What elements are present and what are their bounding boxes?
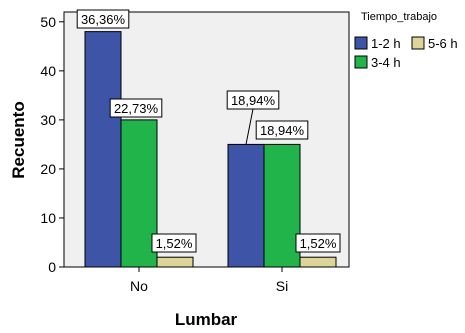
y-axis: 0 10 20 30 40 50 (40, 14, 64, 275)
data-label-no-3-4-h: 22,73% (114, 101, 159, 116)
data-label-box-no-3-4-h (109, 98, 163, 118)
y-tick-label-30: 30 (40, 112, 56, 128)
data-label-box-no-1-2-h (76, 9, 130, 29)
legend-swatch-5-6-h (411, 36, 425, 50)
x-axis-title: Lumbar (175, 310, 238, 329)
data-label-si-1-2-h: 18,94% (231, 93, 276, 108)
data-label-box-si-1-2-h (226, 90, 280, 110)
data-label-box-no-5-6-h (151, 233, 197, 253)
y-tick-label-20: 20 (40, 161, 56, 177)
bars-layer (84, 31, 337, 268)
y-tick-label-0: 0 (48, 259, 56, 275)
bar-no-5-6-h (156, 256, 194, 268)
bar-no-3-4-h (120, 119, 158, 268)
legend-label-3-4-h: 3-4 h (371, 55, 401, 70)
data-label-no-1-2-h: 36,36% (81, 12, 126, 27)
data-label-leader-si-1-2-h (245, 108, 254, 145)
bar-si-1-2-h (227, 143, 265, 268)
bar-si-5-6-h (299, 256, 337, 268)
x-tick-label-no: No (130, 278, 148, 294)
y-axis-title: Recuento (9, 101, 28, 178)
legend-swatch-3-4-h (354, 55, 368, 69)
y-tick-label-40: 40 (40, 63, 56, 79)
bar-no-1-2-h (84, 31, 122, 268)
data-label-no-5-6-h: 1,52% (156, 236, 193, 251)
x-axis: No Si (130, 267, 288, 294)
data-label-si-5-6-h: 1,52% (300, 236, 337, 251)
y-tick-label-50: 50 (40, 14, 56, 30)
x-tick-label-si: Si (276, 278, 288, 294)
legend-label-5-6-h: 5-6 h (428, 36, 458, 51)
legend-swatch-1-2-h (354, 36, 368, 50)
data-label-box-si-5-6-h (295, 233, 341, 253)
legend-title: Tiempo_trabajo (361, 11, 437, 23)
data-label-si-3-4-h: 18,94% (260, 123, 305, 138)
data-label-box-si-3-4-h (255, 120, 309, 140)
legend: Tiempo_trabajo 1-2 h 5-6 h 3-4 h (354, 11, 458, 70)
legend-label-1-2-h: 1-2 h (371, 36, 401, 51)
y-tick-label-10: 10 (40, 210, 56, 226)
data-labels-layer: 36,36% 18,94% 22,73% 18,94% 1,52% 1,52% (76, 9, 341, 253)
bar-si-3-4-h (263, 143, 301, 268)
